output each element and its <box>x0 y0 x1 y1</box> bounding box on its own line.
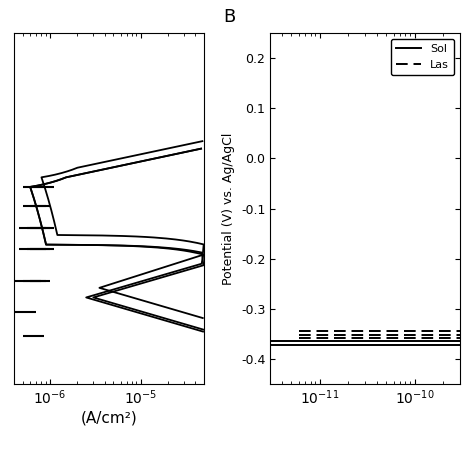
X-axis label: (A/cm²): (A/cm²) <box>81 410 137 425</box>
Y-axis label: Potential (V) vs. Ag/AgCl: Potential (V) vs. Ag/AgCl <box>222 132 236 285</box>
Legend: Sol, Las: Sol, Las <box>391 39 454 75</box>
Text: B: B <box>223 8 235 26</box>
